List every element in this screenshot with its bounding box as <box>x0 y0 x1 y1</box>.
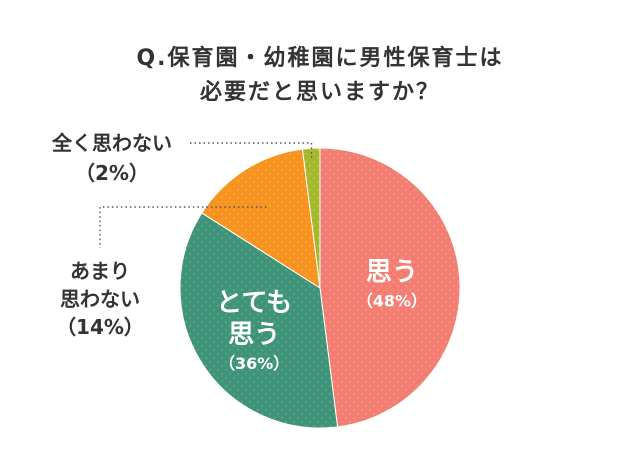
leader-line-3 <box>190 142 313 161</box>
slice-value-label-3: （2%） <box>75 161 149 185</box>
slice-label-3-line-0: 全く思わない <box>51 131 172 155</box>
slice-label-2-line-1: 思わない <box>60 287 140 311</box>
slice-label-0-line-0: 思う <box>366 257 418 287</box>
pie-slice-texture-2 <box>201 149 320 288</box>
pie-slice-texture-3 <box>302 147 320 288</box>
leader-line-2 <box>99 206 267 248</box>
slice-label-1-line-0: とても <box>216 288 292 318</box>
pie-slice-texture-0 <box>320 148 461 427</box>
chart-title-line-2: 必要だと思いますか？ <box>199 80 440 105</box>
chart-title-line-1: Q.保育園・幼稚園に男性保育士は <box>136 46 504 71</box>
slice-value-label-0: （48%） <box>357 291 427 310</box>
slice-value-label-2: （14%） <box>56 315 144 339</box>
slice-label-1-line-1: 思う <box>228 320 280 350</box>
pie-slice-texture-1 <box>179 212 338 429</box>
slice-label-2-line-0: あまり <box>70 259 130 283</box>
slice-value-label-1: （36%） <box>219 354 289 373</box>
